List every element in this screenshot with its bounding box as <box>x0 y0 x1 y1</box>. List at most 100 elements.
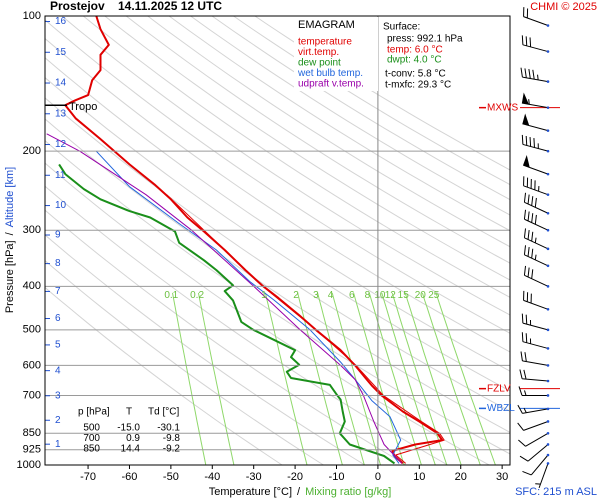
dry-adiabat <box>125 16 510 264</box>
x-tick-label: 0 <box>375 471 381 483</box>
table-cell: -30.1 <box>157 423 180 434</box>
wind-station <box>546 328 550 332</box>
dry-adiabat <box>45 286 283 465</box>
mixing-ratio-label: 0.2 <box>190 290 204 301</box>
surface-info: t-conv: 5.8 °C <box>385 69 446 80</box>
dry-adiabat <box>104 16 510 281</box>
mixing-ratio-label: 20 <box>415 290 427 301</box>
dry-adiabat <box>82 16 510 298</box>
wind-barb <box>521 35 549 53</box>
wind-barb <box>521 313 549 331</box>
mixing-ratio-label: 3 <box>313 290 319 301</box>
x-tick-label: 10 <box>413 471 425 483</box>
mixing-ratio-line <box>172 292 207 465</box>
altitude-tick-label: 7 <box>55 286 61 297</box>
x-tick-label: 20 <box>455 471 467 483</box>
wind-station <box>546 347 550 350</box>
x-axis-title: Temperature [°C] / Mixing ratio [g/kg] <box>209 486 392 498</box>
table-cell: -9.2 <box>163 444 181 455</box>
legend-entry: temperature <box>298 37 352 48</box>
dry-adiabat <box>45 234 366 465</box>
mixing-ratio-line <box>404 292 462 465</box>
altitude-tick-label: 4 <box>55 365 61 376</box>
wind-station <box>546 264 550 268</box>
table-cell: -15.0 <box>117 423 140 434</box>
level-label: WBZL <box>487 403 515 414</box>
dry-adiabat <box>45 260 324 465</box>
pressure-tick-label: 100 <box>23 10 41 22</box>
table-cell: 14.4 <box>121 444 141 455</box>
wind-barb <box>520 351 549 366</box>
pressure-tick-label: 200 <box>23 145 41 157</box>
wind-station <box>546 24 550 27</box>
wind-station <box>546 228 550 232</box>
mixing-ratio-label: 6 <box>349 290 355 301</box>
x-tick-label: -30 <box>246 471 262 483</box>
surface-info: dwpt: 4.0 °C <box>387 55 442 66</box>
wind-station <box>546 193 550 196</box>
x-tick-label: 30 <box>496 471 508 483</box>
altitude-tick-label: 5 <box>55 340 61 351</box>
mixing-ratio-line <box>264 292 308 465</box>
altitude-tick-label: 3 <box>55 390 61 401</box>
wind-station <box>546 172 550 176</box>
altitude-tick-label: 11 <box>55 170 66 181</box>
dry-adiabat <box>147 16 510 248</box>
altitude-tick-label: 8 <box>55 258 61 269</box>
dry-adiabat <box>45 139 510 455</box>
pressure-tick-label: 600 <box>23 359 41 371</box>
wind-station <box>546 106 550 109</box>
table-cell: 500 <box>83 423 100 434</box>
dry-adiabat <box>45 19 510 334</box>
wind-barb <box>523 192 549 214</box>
wind-station <box>546 443 550 446</box>
table-cell: 700 <box>83 433 100 444</box>
wind-barb <box>523 290 549 310</box>
altitude-tick-label: 13 <box>55 108 67 119</box>
surface-title: Surface: <box>383 22 420 33</box>
altitude-tick-label: 6 <box>55 313 61 324</box>
mixing-ratio-line <box>381 292 436 465</box>
legend-title: EMAGRAM <box>298 19 355 31</box>
x-tick-label: -10 <box>329 471 345 483</box>
surface-info: press: 992.1 hPa <box>387 34 463 45</box>
mixing-ratio-label: 15 <box>398 290 410 301</box>
wind-barb <box>523 245 549 267</box>
wind-station <box>546 394 550 397</box>
altitude-tick-label: 15 <box>55 47 67 58</box>
wind-barb <box>521 92 549 109</box>
wind-station <box>546 453 550 457</box>
mixing-ratio-line <box>317 292 365 465</box>
wind-station <box>546 364 550 367</box>
tropopause-label: Tropo <box>69 101 97 113</box>
wind-station <box>546 129 550 132</box>
wind-barb <box>522 113 549 132</box>
plot-frame <box>44 15 511 466</box>
legend-entry: udpraft v.temp. <box>298 79 364 90</box>
surface-box <box>380 17 472 95</box>
wind-barb <box>535 463 549 489</box>
surface-info: t-mxfc: 29.3 °C <box>385 80 451 91</box>
x-tick-label: -20 <box>287 471 303 483</box>
dry-adiabat <box>45 185 448 465</box>
altitude-tick-label: 14 <box>55 78 67 89</box>
wind-station <box>546 50 550 53</box>
dry-adiabat <box>45 77 510 392</box>
table-header: T <box>126 407 132 418</box>
wind-barb <box>518 386 548 396</box>
wind-barb <box>523 209 549 231</box>
separator: / <box>4 231 16 235</box>
wind-station <box>546 285 550 288</box>
wind-station <box>546 462 550 465</box>
legend-entry: virt.temp. <box>298 47 339 58</box>
mixing-ratio-line <box>435 292 496 465</box>
altitude-tick-label: 2 <box>55 415 61 426</box>
station-height: SFC: 215 m ASL <box>515 486 597 498</box>
pressure-tick-label: 300 <box>23 224 41 236</box>
wind-station <box>546 211 550 215</box>
pressure-tick-label: 1000 <box>17 459 41 471</box>
wind-barb <box>522 454 549 476</box>
mixing-ratio-line <box>197 292 235 465</box>
dry-adiabat <box>45 97 510 412</box>
wind-barb <box>521 134 549 152</box>
